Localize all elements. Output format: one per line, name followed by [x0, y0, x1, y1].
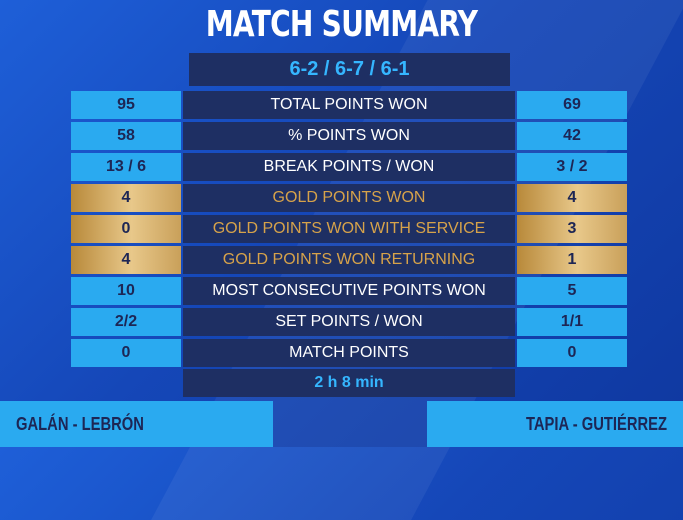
stat-row-set-points: 2/2 SET POINTS / WON 1/1 — [0, 308, 683, 336]
stat-label: GOLD POINTS WON RETURNING — [183, 246, 515, 274]
left-team-value: 4 — [71, 184, 181, 212]
set-score: 6-2 / 6-7 / 6-1 — [189, 53, 510, 86]
left-team-value: 58 — [71, 122, 181, 150]
stat-row-match-points: 0 MATCH POINTS 0 — [0, 339, 683, 367]
page-title: MATCH SUMMARY — [205, 4, 478, 45]
right-team-label: TAPIA - GUTIÉRREZ — [525, 414, 667, 434]
stat-label: MOST CONSECUTIVE POINTS WON — [183, 277, 515, 305]
left-team-value: 13 / 6 — [71, 153, 181, 181]
left-team-value: 4 — [71, 246, 181, 274]
stat-row-break-points: 13 / 6 BREAK POINTS / WON 3 / 2 — [0, 153, 683, 181]
left-team-label: GALÁN - LEBRÓN — [16, 414, 144, 434]
right-team-value: 42 — [517, 122, 627, 150]
right-team-value: 3 / 2 — [517, 153, 627, 181]
left-team-value: 10 — [71, 277, 181, 305]
stat-row-consecutive-points: 10 MOST CONSECUTIVE POINTS WON 5 — [0, 277, 683, 305]
stat-label: MATCH POINTS — [183, 339, 515, 367]
stat-row-total-points: 95 TOTAL POINTS WON 69 — [0, 91, 683, 119]
right-team-value: 1/1 — [517, 308, 627, 336]
left-team-value: 95 — [71, 91, 181, 119]
right-team-value: 3 — [517, 215, 627, 243]
right-team-value: 4 — [517, 184, 627, 212]
left-team-name: GALÁN - LEBRÓN — [0, 401, 273, 447]
stat-label: BREAK POINTS / WON — [183, 153, 515, 181]
right-team-name: TAPIA - GUTIÉRREZ — [427, 401, 683, 447]
stat-label: % POINTS WON — [183, 122, 515, 150]
stat-row-gold-points-returning: 4 GOLD POINTS WON RETURNING 1 — [0, 246, 683, 274]
right-team-value: 5 — [517, 277, 627, 305]
left-team-value: 2/2 — [71, 308, 181, 336]
right-team-value: 69 — [517, 91, 627, 119]
stat-label: GOLD POINTS WON — [183, 184, 515, 212]
stat-row-gold-points-service: 0 GOLD POINTS WON WITH SERVICE 3 — [0, 215, 683, 243]
left-team-value: 0 — [71, 339, 181, 367]
stat-row-percent-points: 58 % POINTS WON 42 — [0, 122, 683, 150]
stat-label: SET POINTS / WON — [183, 308, 515, 336]
stat-label: GOLD POINTS WON WITH SERVICE — [183, 215, 515, 243]
match-duration: 2 h 8 min — [183, 369, 515, 397]
right-team-value: 0 — [517, 339, 627, 367]
stat-label: TOTAL POINTS WON — [183, 91, 515, 119]
left-team-value: 0 — [71, 215, 181, 243]
stat-row-gold-points: 4 GOLD POINTS WON 4 — [0, 184, 683, 212]
right-team-value: 1 — [517, 246, 627, 274]
